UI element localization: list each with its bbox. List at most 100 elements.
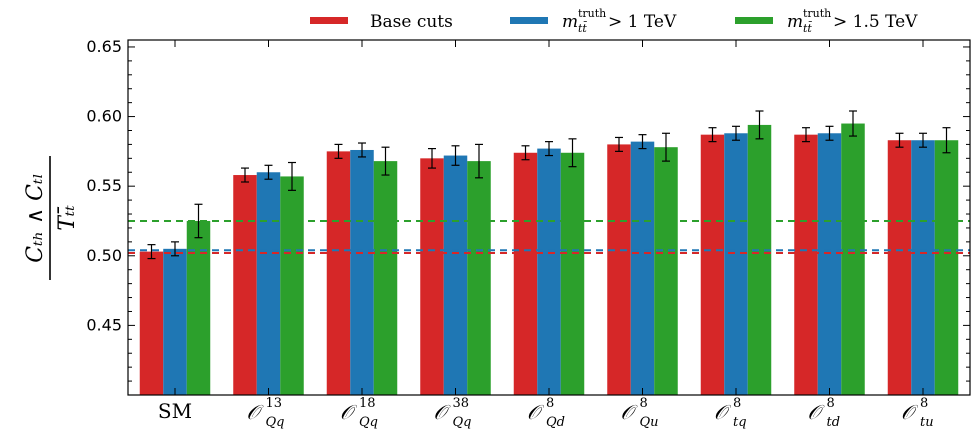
y-tick-label: 0.50	[86, 246, 122, 265]
svg-text:Tₜₜ̄: Tₜₜ̄	[55, 205, 80, 231]
bar	[326, 151, 351, 395]
legend-item: m truth tt̄ > 1 TeV	[510, 7, 677, 35]
svg-text:Qd: Qd	[546, 415, 565, 430]
error-bars	[147, 110, 951, 260]
svg-text:8: 8	[827, 396, 835, 411]
error-bar	[264, 164, 273, 180]
svg-text:Qq: Qq	[453, 415, 472, 430]
y-tick-label: 0.65	[86, 37, 122, 56]
bar	[747, 124, 772, 395]
bar	[934, 140, 959, 395]
x-tick-label: 𝒪 13 Qq	[247, 396, 285, 430]
x-tick-label: 𝒪 38 Qq	[434, 396, 472, 430]
bar	[537, 148, 561, 395]
bar	[350, 149, 374, 395]
svg-text:tq: tq	[733, 415, 747, 430]
error-bar	[708, 127, 717, 143]
svg-text:m: m	[562, 12, 578, 32]
error-bar	[568, 138, 577, 168]
error-bar	[334, 143, 343, 159]
error-bar	[849, 110, 857, 137]
error-bar	[755, 110, 764, 140]
x-tick-label: 𝒪 8 tq	[714, 396, 747, 430]
bar	[607, 144, 631, 395]
bar	[373, 161, 398, 395]
bar	[420, 158, 444, 395]
svg-text:13: 13	[266, 396, 283, 411]
bar	[139, 251, 164, 395]
bars	[139, 123, 959, 395]
legend-item: Base cuts	[310, 12, 453, 32]
error-bar	[638, 134, 647, 150]
svg-text:𝒪: 𝒪	[527, 400, 545, 424]
error-bar	[241, 167, 249, 183]
svg-text:Qu: Qu	[640, 415, 659, 430]
bar	[817, 133, 842, 395]
svg-text:8: 8	[733, 396, 741, 411]
svg-text:> 1.5 TeV: > 1.5 TeV	[833, 12, 918, 32]
svg-text:Cₜₕ ∧ Cₜₗ: Cₜₕ ∧ Cₜₗ	[23, 173, 48, 262]
bar	[700, 134, 725, 395]
y-axis-label: Cₜₕ ∧ Cₜₗ Tₜₜ̄	[23, 156, 80, 280]
legend-swatch	[310, 17, 348, 24]
error-bar	[171, 241, 179, 257]
bar	[513, 152, 538, 395]
x-tick-label: SM	[158, 399, 192, 423]
svg-text:tt̄: tt̄	[803, 22, 813, 35]
error-bar	[615, 136, 623, 152]
svg-text:𝒪: 𝒪	[808, 400, 826, 424]
bar	[467, 161, 491, 395]
svg-text:𝒪: 𝒪	[714, 400, 732, 424]
legend-item: m truth tt̄ > 1.5 TeV	[735, 7, 918, 35]
error-bar	[919, 132, 927, 148]
x-tick-label: 𝒪 8 Qu	[621, 396, 659, 430]
svg-text:𝒪: 𝒪	[247, 400, 265, 424]
svg-text:8: 8	[920, 396, 928, 411]
svg-text:18: 18	[359, 396, 376, 411]
bar	[256, 172, 281, 395]
x-tick-label: 𝒪 8 tu	[901, 396, 934, 430]
svg-text:Base cuts: Base cuts	[370, 12, 453, 32]
bar	[654, 147, 678, 395]
bar	[911, 140, 935, 395]
svg-text:> 1 TeV: > 1 TeV	[608, 12, 677, 32]
axes	[127, 39, 971, 396]
reference-lines	[128, 219, 970, 254]
svg-text:m: m	[787, 12, 803, 32]
svg-text:tt̄: tt̄	[578, 22, 588, 35]
svg-text:td: td	[827, 415, 841, 430]
bar	[724, 133, 748, 395]
error-bar	[381, 146, 390, 176]
svg-text:𝒪: 𝒪	[434, 400, 452, 424]
svg-text:tu: tu	[920, 415, 934, 430]
error-bar	[358, 142, 366, 158]
error-bar	[732, 125, 740, 141]
svg-text:Qq: Qq	[359, 415, 378, 430]
bar	[443, 155, 468, 395]
error-bar	[521, 145, 530, 161]
error-bar	[895, 132, 904, 148]
error-bar	[475, 143, 483, 179]
x-tick-label: 𝒪 18 Qq	[340, 396, 378, 430]
error-bar	[942, 127, 951, 154]
bar	[887, 140, 912, 395]
error-bar	[802, 127, 810, 143]
svg-text:Qq: Qq	[266, 415, 285, 430]
svg-text:38: 38	[453, 396, 470, 411]
svg-text:truth: truth	[803, 7, 831, 20]
legend-swatch	[735, 17, 773, 24]
y-tick-label: 0.45	[86, 315, 122, 334]
svg-text:8: 8	[640, 396, 648, 411]
legend-swatch	[510, 17, 548, 24]
bar	[630, 141, 655, 395]
svg-text:8: 8	[546, 396, 554, 411]
svg-text:SM: SM	[158, 399, 192, 423]
svg-text:truth: truth	[578, 7, 606, 20]
error-bar	[428, 147, 436, 169]
error-bar	[662, 132, 670, 162]
bar	[280, 176, 304, 395]
y-tick-label: 0.55	[86, 176, 122, 195]
